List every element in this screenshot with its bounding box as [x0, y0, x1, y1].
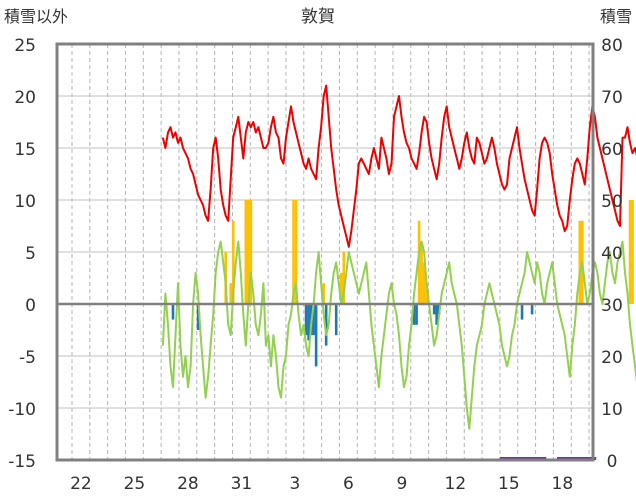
bar-negative [312, 304, 315, 336]
line-series [161, 84, 636, 430]
right-tick-label: 0 [607, 452, 618, 472]
left-axis-label: 積雪以外 [4, 7, 68, 26]
bar-negative [435, 304, 438, 325]
bar-positive [229, 283, 233, 304]
temperature-line [161, 240, 636, 430]
x-tick-label: 9 [396, 474, 407, 494]
x-tick-label: 25 [124, 474, 146, 494]
bar-negative [171, 304, 175, 320]
bar-positive [342, 252, 346, 304]
x-tick-label: 6 [343, 474, 354, 494]
right-axis-label: 積雪 [600, 7, 632, 26]
bar-positive [425, 283, 428, 304]
right-tick-label: 20 [601, 348, 623, 368]
bar-positive [628, 200, 632, 304]
bar-negative [432, 304, 436, 315]
left-tick-label: 0 [25, 296, 36, 316]
bar-negative [334, 304, 338, 336]
bar-negative [196, 304, 200, 330]
left-tick-label: 20 [14, 88, 36, 108]
chart-title: 敦賀 [301, 7, 335, 27]
bar-negative [324, 304, 328, 346]
bar-positive [322, 283, 325, 304]
left-tick-label: 15 [14, 140, 36, 160]
bar-positive [244, 200, 248, 304]
x-tick-label: 31 [231, 474, 253, 494]
snow-depth-line [161, 84, 636, 248]
x-tick-label: 18 [552, 474, 574, 494]
right-tick-label: 80 [601, 36, 623, 56]
right-tick-label: 70 [601, 88, 623, 108]
bar-positive [417, 220, 421, 304]
bar-negative [415, 304, 418, 325]
left-tick-label: -10 [8, 400, 36, 420]
right-tick-label: 50 [601, 192, 623, 212]
bar-negative [307, 304, 310, 341]
bar-positive [631, 200, 634, 304]
right-tick-label: 30 [601, 296, 623, 316]
bar-negative [304, 304, 308, 336]
right-tick-label: 40 [601, 244, 623, 264]
bar-positive [231, 220, 235, 304]
left-tick-label: -15 [8, 452, 36, 472]
left-tick-label: -5 [19, 348, 36, 368]
x-tick-label: 22 [70, 474, 92, 494]
bar-negative [530, 304, 534, 315]
grid [57, 44, 593, 460]
x-tick-label: 28 [177, 474, 199, 494]
bar-positive [339, 272, 343, 304]
bar-positive [292, 200, 295, 304]
x-tick-label: 12 [445, 474, 467, 494]
right-tick-label: 10 [601, 400, 623, 420]
bar-positive [247, 200, 250, 304]
left-tick-label: 10 [14, 192, 36, 212]
x-tick-label: 3 [289, 474, 300, 494]
bar-negative [412, 304, 416, 325]
bar-positive [420, 241, 423, 304]
bar-positive [578, 220, 582, 304]
left-tick-label: 25 [14, 36, 36, 56]
bar-positive [294, 200, 298, 304]
x-tick-label: 15 [498, 474, 520, 494]
bar-negative [314, 304, 318, 367]
right-tick-label: 60 [601, 140, 623, 160]
plot-frame [55, 42, 595, 462]
bar-positive [249, 200, 253, 304]
left-tick-label: 5 [25, 244, 36, 264]
bar-positive [422, 262, 426, 304]
bar-negative [520, 304, 524, 320]
